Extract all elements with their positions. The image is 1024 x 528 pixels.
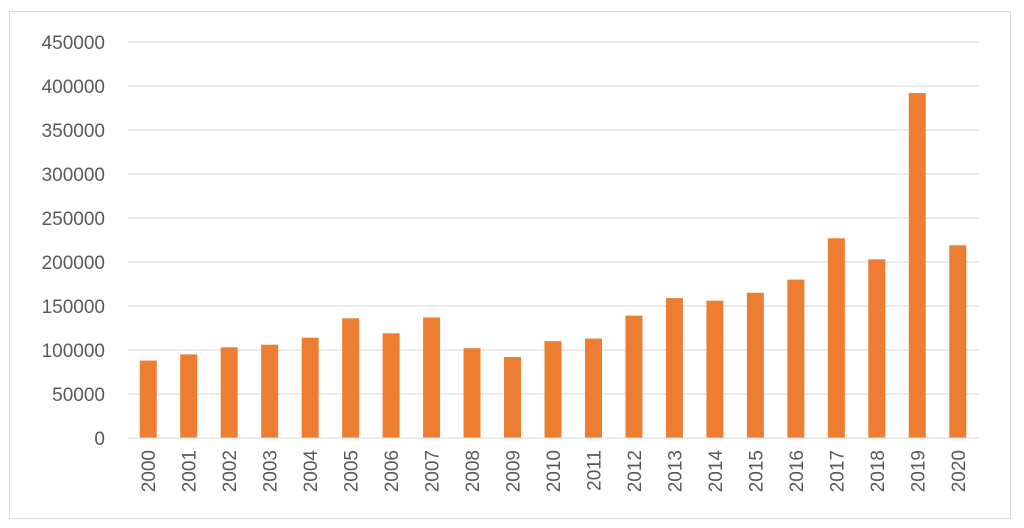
bar-2014	[706, 300, 724, 438]
x-tick-label: 2011	[584, 450, 605, 491]
y-tick-label: 450000	[42, 33, 105, 54]
bar-2003	[261, 344, 279, 438]
bars	[139, 93, 967, 438]
bar-2018	[868, 259, 886, 438]
x-tick-label: 2013	[665, 450, 686, 492]
y-tick-label: 300000	[42, 165, 105, 186]
bar-2002	[220, 347, 238, 438]
x-tick-label: 2015	[746, 450, 767, 492]
x-tick-label: 2009	[504, 450, 525, 492]
x-tick-label: 2012	[625, 450, 646, 492]
x-tick-label: 2016	[787, 450, 808, 492]
y-tick-label: 50000	[52, 385, 105, 406]
y-tick-label: 350000	[42, 121, 105, 142]
x-tick-label: 2000	[139, 450, 160, 492]
bar-2020	[949, 245, 967, 438]
bar-2013	[665, 298, 683, 438]
y-tick-label: 200000	[42, 253, 105, 274]
x-tick-label: 2010	[544, 450, 565, 492]
bar-2012	[625, 315, 643, 438]
y-tick-label: 0	[94, 429, 105, 450]
y-tick-label: 100000	[42, 341, 105, 362]
x-tick-label: 2008	[463, 450, 484, 492]
y-tick-label: 400000	[42, 77, 105, 98]
x-tick-label: 2018	[868, 450, 889, 492]
bar-2017	[827, 238, 845, 438]
y-tick-label: 250000	[42, 209, 105, 230]
bar-2008	[463, 348, 481, 438]
x-tick-label: 2014	[706, 450, 727, 493]
bar-2010	[544, 341, 562, 438]
y-axis-tick-labels: 0 50000 100000 150000 200000 250000 300000 3500…	[42, 33, 105, 450]
x-tick-label: 2002	[220, 450, 241, 492]
bar-2015	[746, 292, 764, 438]
x-tick-label: 2001	[180, 450, 201, 492]
bar-2019	[908, 93, 926, 438]
x-tick-label: 2020	[949, 450, 970, 492]
bar-2000	[139, 360, 157, 438]
x-tick-label: 2005	[342, 450, 363, 492]
bar-2004	[301, 337, 319, 438]
bar-2006	[382, 333, 400, 438]
bar-2007	[423, 317, 441, 438]
x-tick-label: 2007	[423, 450, 444, 492]
bar-2009	[504, 357, 522, 438]
x-tick-label: 2019	[908, 450, 929, 492]
bar-2001	[180, 354, 198, 438]
x-tick-label: 2017	[827, 450, 848, 492]
x-axis-tick-labels: 2000 2001 2002 2003 2004 2005 2006 2007 2008 2009…	[139, 450, 970, 493]
x-tick-label: 2004	[301, 450, 322, 493]
y-tick-label: 150000	[42, 297, 105, 318]
x-tick-label: 2006	[382, 450, 403, 492]
bar-2016	[787, 279, 805, 438]
x-tick-label: 2003	[261, 450, 282, 492]
bar-2011	[584, 338, 602, 438]
bar-2005	[342, 318, 360, 438]
